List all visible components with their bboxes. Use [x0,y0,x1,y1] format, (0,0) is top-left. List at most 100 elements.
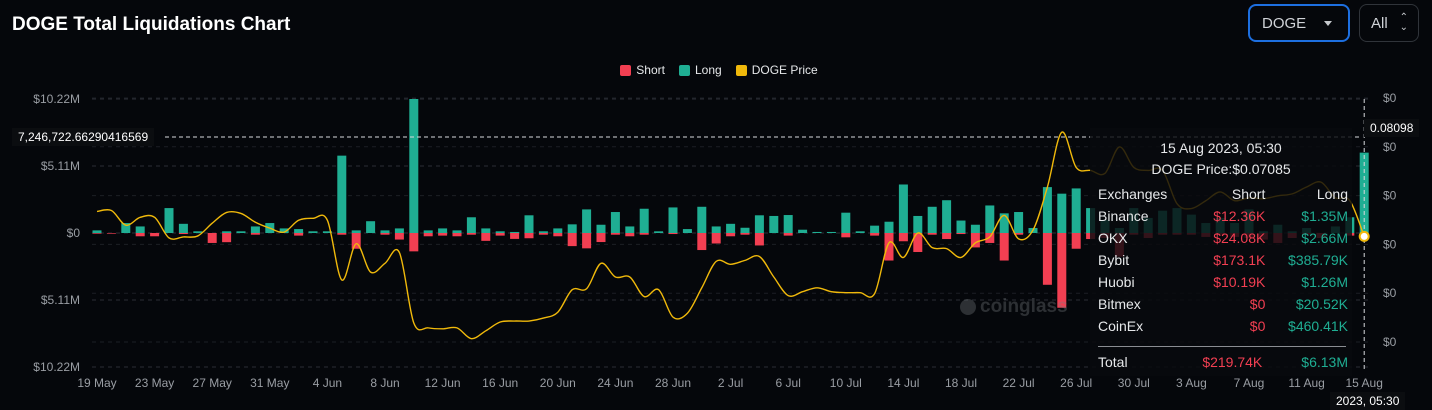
long-bar [466,217,476,233]
coin-select[interactable]: DOGE [1248,4,1350,42]
long-bar [538,231,548,233]
long-swatch [678,64,690,76]
y-left-tick-label: $0 [67,226,81,240]
range-select-value: All [1371,14,1388,32]
short-bar [92,233,102,234]
long-bar [596,224,606,233]
x-tick-label: 7 Aug [1234,376,1265,390]
short-bar [337,233,347,235]
long-bar [495,231,505,233]
x-tick-label: 4 Jun [313,376,342,390]
long-bar [783,215,793,233]
long-bar [682,229,692,233]
long-bar [970,224,980,233]
y-right-tick-label: $0 [1383,286,1397,300]
short-bar [250,233,260,235]
long-bar [999,213,1009,233]
long-bar [135,226,145,233]
long-bar [855,231,865,233]
long-bar [121,223,131,233]
total-row: Total $219.74K $6.13M [1098,351,1348,373]
short-bar [394,233,404,240]
short-bar [884,233,894,261]
long-bar [279,228,289,233]
x-tick-label: 19 May [77,376,116,390]
long-bar [178,223,188,233]
long-bar [351,230,361,233]
long-bar [1014,212,1024,233]
long-bar [1071,188,1081,233]
short-bar [409,233,419,252]
tooltip-price: DOGE Price:$0.07085 [1151,161,1291,177]
short-bar [524,233,534,239]
x-tick-label: 18 Jul [945,376,977,390]
x-tick-label: 30 Jul [1118,376,1150,390]
short-bar [999,233,1009,261]
tooltip-exchange: OKX [1098,230,1128,246]
short-bar [956,233,966,235]
short-bar [985,233,995,243]
long-bar [308,231,318,233]
short-bar [610,233,620,235]
long-bar [754,215,764,233]
short-bar [553,233,563,237]
long-bar [236,231,246,233]
up-down-chevron-icon: ⌃ ⌄ [1399,12,1408,33]
short-bar [582,233,592,249]
tooltip-short: $24.08K [1213,230,1266,246]
range-select[interactable]: All ⌃ ⌄ [1359,4,1419,42]
long-bar [884,221,894,233]
short-bar [625,233,635,237]
long-bar [438,228,448,233]
short-bar [927,233,937,235]
tooltip-total: Total $219.74K $6.13M [1098,351,1348,373]
coinglass-watermark: coinglass [960,296,1068,318]
tooltip-exchange: Bitmex [1098,296,1141,312]
price-swatch [735,64,747,76]
long-bar [409,99,419,233]
short-bar [726,233,736,237]
long-bar [942,200,952,233]
short-bar [1042,233,1052,285]
tooltip-header-row: Exchanges Short Long [1098,183,1348,205]
short-bar [452,233,462,237]
long-bar [639,208,649,233]
legend-item-price[interactable]: DOGE Price [735,63,818,77]
short-bar [913,233,923,253]
x-tick-label: 11 Aug [1288,376,1324,390]
long-bar [582,209,592,233]
y-left-tick-label: $10.22M [33,360,80,374]
long-bar [798,229,808,233]
long-bar [740,227,750,233]
short-bar [106,233,116,234]
short-bar [596,233,606,243]
short-bar [711,233,721,244]
long-bar [870,225,880,233]
x-tick-label: 16 Jun [482,376,518,390]
short-bar [438,233,448,236]
long-bar [1042,187,1052,233]
x-tick-label: 28 Jun [655,376,691,390]
chevron-down-icon [1324,21,1332,26]
tooltip-long: $1.35M [1301,208,1348,224]
x-tick-label: 14 Jul [887,376,919,390]
short-bar [783,233,793,236]
long-bar [164,208,174,233]
x-tick-label: 12 Jun [425,376,461,390]
y-left-tick-label: $5.11M [41,159,80,173]
tooltip-long: $2.66M [1301,230,1348,246]
y-right-tick-label: $0 [1383,189,1397,203]
long-bar [394,228,404,233]
legend-item-short[interactable]: Short [620,63,665,77]
legend-item-long[interactable]: Long [678,63,722,77]
tooltip-table: Exchanges Short Long Binance $12.36K $1.35… [1098,183,1348,337]
long-bar [985,205,995,233]
short-bar [754,233,764,246]
tooltip-exchange: Binance [1098,208,1149,224]
short-bar [668,233,678,235]
long-bar [366,221,376,233]
short-bar [740,233,750,235]
tooltip-long: $460.41K [1288,318,1348,334]
short-bar [178,233,188,235]
chart-legend: Short Long DOGE Price [0,63,1432,77]
